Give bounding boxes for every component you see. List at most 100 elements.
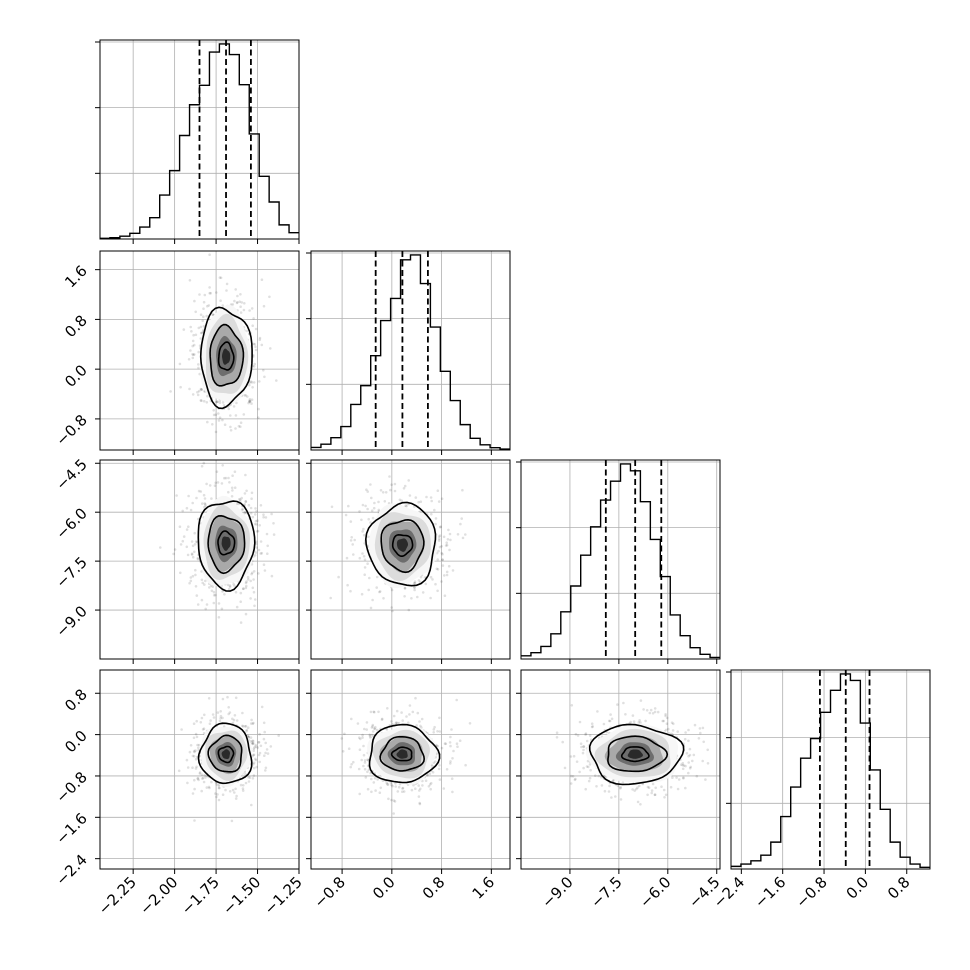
scatter-point — [197, 366, 200, 370]
x-tick-label: −0.8 — [792, 873, 830, 911]
scatter-point — [638, 784, 641, 788]
scatter-point — [200, 331, 204, 335]
scatter-point — [672, 722, 675, 726]
scatter-point — [260, 278, 264, 282]
scatter-point — [196, 603, 200, 606]
scatter-point — [443, 574, 446, 577]
scatter-point — [236, 301, 239, 304]
scatter-point — [194, 310, 197, 314]
scatter-point — [252, 761, 256, 765]
scatter-point — [430, 499, 434, 503]
scatter-point — [561, 740, 564, 744]
scatter-point — [444, 544, 448, 547]
scatter-point — [269, 347, 272, 350]
scatter-point — [242, 784, 245, 787]
scatter-point — [266, 752, 270, 755]
scatter-point — [253, 598, 257, 601]
scatter-point — [610, 717, 614, 721]
scatter-point — [202, 399, 206, 403]
panel-frame — [520, 669, 721, 870]
scatter-point — [247, 401, 250, 405]
scatter-point — [218, 786, 221, 790]
scatter-point — [393, 482, 397, 486]
scatter-point — [207, 304, 211, 307]
scatter-point — [249, 722, 253, 725]
scatter-point — [189, 508, 193, 512]
scatter-point — [185, 545, 189, 549]
histogram-step — [311, 254, 510, 450]
scatter-point — [368, 576, 371, 580]
scatter-point — [587, 779, 591, 783]
scatter-point — [425, 495, 428, 499]
scatter-point — [239, 600, 242, 603]
scatter-point — [235, 502, 239, 506]
scatter-point — [264, 516, 268, 519]
scatter-point — [414, 496, 418, 499]
scatter-point — [205, 482, 208, 486]
scatter-point — [242, 413, 246, 416]
scatter-point — [251, 386, 254, 389]
scatter-point — [235, 794, 238, 798]
scatter-point — [221, 464, 224, 467]
scatter-point — [233, 299, 236, 303]
scatter-point — [376, 778, 379, 781]
scatter-point — [190, 330, 193, 333]
y-tick-label: −9.0 — [52, 602, 90, 640]
scatter-point — [424, 582, 428, 586]
scatter-point — [191, 339, 195, 343]
scatter-point — [438, 545, 442, 549]
scatter-point — [682, 776, 685, 779]
scatter-point — [624, 713, 627, 716]
scatter-point — [159, 546, 162, 549]
scatter-point — [367, 535, 370, 539]
scatter-point — [240, 508, 244, 511]
scatter-point — [259, 504, 263, 507]
scatter-point — [366, 787, 370, 791]
scatter-point — [676, 787, 680, 791]
scatter-point — [197, 748, 200, 752]
scatter-point — [366, 490, 370, 493]
scatter-point — [230, 486, 234, 490]
y-tick-label: −0.8 — [52, 768, 90, 806]
scatter-point — [186, 781, 189, 785]
scatter-point — [569, 755, 573, 758]
scatter-point — [573, 778, 577, 782]
scatter-point — [193, 550, 196, 554]
scatter-point — [353, 538, 357, 542]
scatter-point — [189, 579, 193, 583]
x-tick-label: 0.0 — [369, 873, 399, 903]
scatter-point — [365, 721, 369, 724]
contour-line — [197, 500, 256, 592]
scatter-point — [608, 719, 612, 723]
scatter-point — [198, 771, 202, 774]
scatter-point — [687, 771, 690, 775]
scatter-point — [203, 502, 207, 505]
scatter-point — [191, 574, 195, 578]
scatter-point — [372, 710, 376, 714]
scatter-point — [189, 325, 192, 329]
scatter-point — [440, 746, 444, 750]
scatter-point — [414, 696, 417, 700]
scatter-point — [234, 288, 237, 291]
histogram-step — [731, 673, 930, 869]
scatter-point — [438, 764, 441, 767]
scatter-point — [359, 737, 362, 741]
scatter-point — [239, 621, 243, 624]
scatter-point — [251, 324, 254, 328]
scatter-point — [441, 558, 444, 561]
scatter-point — [390, 783, 393, 787]
scatter-point — [369, 710, 373, 714]
scatter-point — [424, 779, 428, 782]
scatter-point — [346, 583, 349, 587]
scatter-point — [255, 510, 258, 513]
scatter-point — [576, 734, 580, 737]
scatter-point — [238, 300, 241, 304]
scatter-point — [358, 736, 361, 739]
scatter-point — [258, 380, 261, 383]
scatter-point — [688, 747, 692, 751]
scatter-point — [248, 399, 251, 403]
hist-panel-p1 — [95, 39, 300, 240]
scatter-point — [621, 781, 625, 784]
scatter-point — [217, 419, 221, 422]
scatter-point — [682, 777, 685, 780]
